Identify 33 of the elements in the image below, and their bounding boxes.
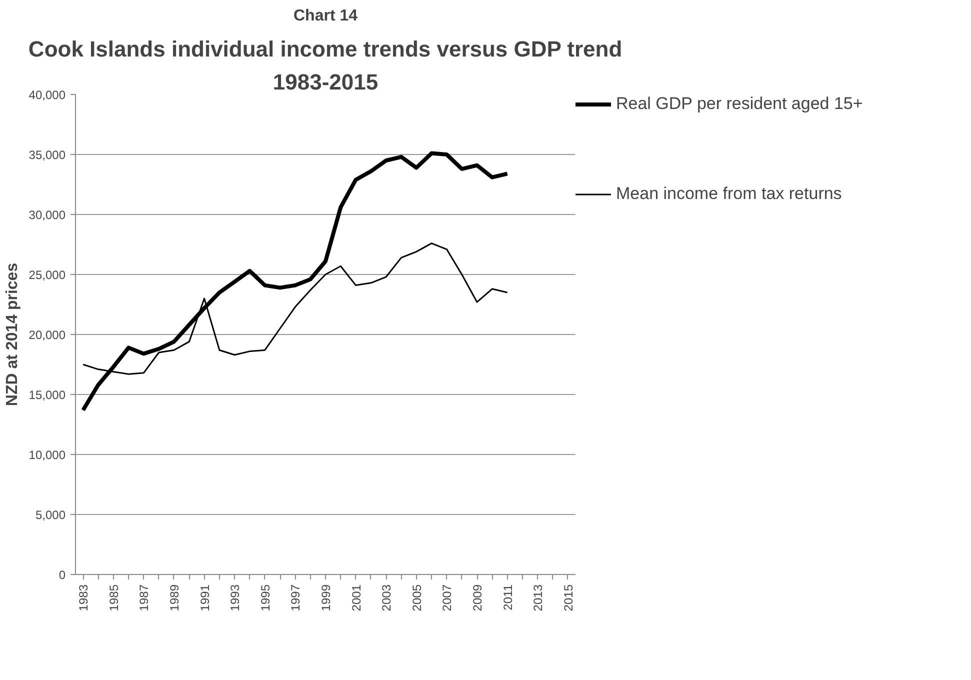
caption: Chart 14 [293, 8, 358, 24]
x-tick-label: 1993 [228, 584, 242, 612]
y-tick-label: 35,000 [28, 148, 66, 162]
y-tick-label: 30,000 [28, 208, 66, 222]
x-tick-label: 2011 [500, 584, 515, 610]
y-tick-label: 25,000 [28, 268, 66, 282]
x-tick-label: 2003 [380, 584, 394, 612]
x-tick-label: 1991 [198, 584, 212, 612]
x-tick-label: 1983 [76, 584, 91, 612]
y-tick-label: 0 [58, 568, 66, 582]
chart-title: Cook Islands individual income trends versus GDP trend [28, 36, 622, 62]
x-tick-label: 1995 [258, 584, 272, 612]
x-tick-label: 2013 [531, 584, 546, 612]
y-tick-label: 15,000 [28, 388, 66, 402]
y-tick-label: 5,000 [35, 508, 66, 522]
x-tick-label: 1985 [106, 584, 121, 612]
legend-label: Real GDP per resident aged 15+ [616, 94, 863, 114]
x-tick-label: 2009 [470, 584, 485, 612]
legend-label: Mean income from tax returns [616, 184, 842, 204]
line-series [81, 151, 510, 412]
y-tick-label: 20,000 [28, 328, 66, 342]
x-tick-label: 1997 [288, 584, 303, 612]
x-tick-label: 1989 [167, 584, 182, 612]
x-tick-label: 2005 [410, 584, 424, 612]
x-tick-label: 2007 [440, 584, 454, 612]
y-axis-title: NZD at 2014 prices [4, 262, 21, 406]
x-tick-label: 1987 [137, 584, 152, 612]
x-tick-label: 2015 [561, 584, 576, 612]
x-tick-label: 2001 [349, 584, 364, 612]
x-tick-label: 1999 [319, 584, 333, 612]
y-tick-label: 40,000 [28, 88, 66, 102]
chart-subtitle: 1983-2015 [272, 70, 378, 94]
y-tick-label: 10,000 [28, 448, 66, 462]
